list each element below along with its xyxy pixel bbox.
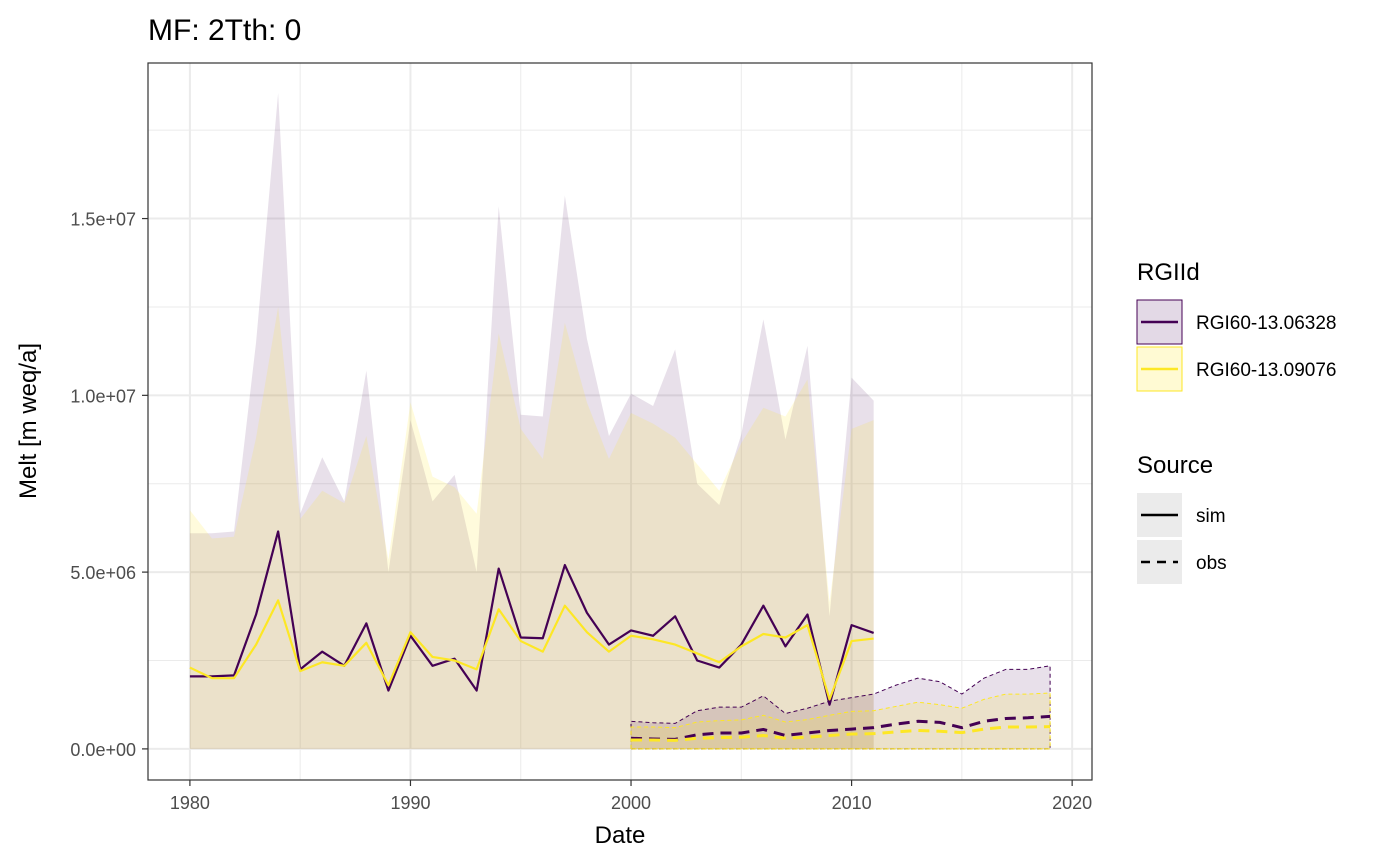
legend: RGIId RGI60-13.06328 RGI60-13.09076 Sour… [1136,259,1337,584]
x-tick-label: 1990 [390,793,430,813]
x-tick-label: 2020 [1052,793,1092,813]
legend-label-sim: sim [1196,506,1226,527]
x-tick-label: 2010 [832,793,872,813]
legend-item-glacier-1: RGI60-13.06328 [1136,299,1337,345]
legend-linetype-title: Source [1137,452,1213,479]
x-tick-label: 2000 [611,793,651,813]
uncertainty-bands [189,93,1051,750]
series-line-sim-2 [189,599,874,701]
y-axis-title: Melt [m weq/a] [15,343,42,499]
band-sim-2 [189,306,874,749]
y-tick-label: 1.5e+07 [70,210,136,230]
plot-border [147,62,1093,781]
y-tick-label: 0.0e+00 [70,740,136,760]
legend-label-glacier-2: RGI60-13.09076 [1196,360,1337,381]
y-axis: 0.0e+00 5.0e+06 1.0e+07 1.5e+07 [70,210,148,760]
band-obs-4 [630,692,1051,750]
legend-item-obs: obs [1137,540,1227,584]
legend-label-obs: obs [1196,553,1227,574]
series-lines [189,530,1051,742]
x-axis: 1980 1990 2000 2010 2020 [170,780,1092,813]
legend-item-glacier-2: RGI60-13.09076 [1136,346,1337,392]
x-axis-title: Date [595,822,646,849]
band-sim-1 [189,93,874,749]
band-obs-3 [630,665,1051,750]
chart-title: MF: 2Tth: 0 [148,14,301,47]
grid [148,63,1092,780]
x-tick-label: 1980 [170,793,210,813]
legend-item-sim: sim [1137,493,1226,537]
y-tick-label: 5.0e+06 [70,563,136,583]
legend-label-glacier-1: RGI60-13.06328 [1196,313,1337,334]
legend-color-title: RGIId [1137,259,1200,286]
y-tick-label: 1.0e+07 [70,386,136,406]
series-line-obs-4 [631,725,1051,742]
series-line-sim-1 [189,530,875,706]
